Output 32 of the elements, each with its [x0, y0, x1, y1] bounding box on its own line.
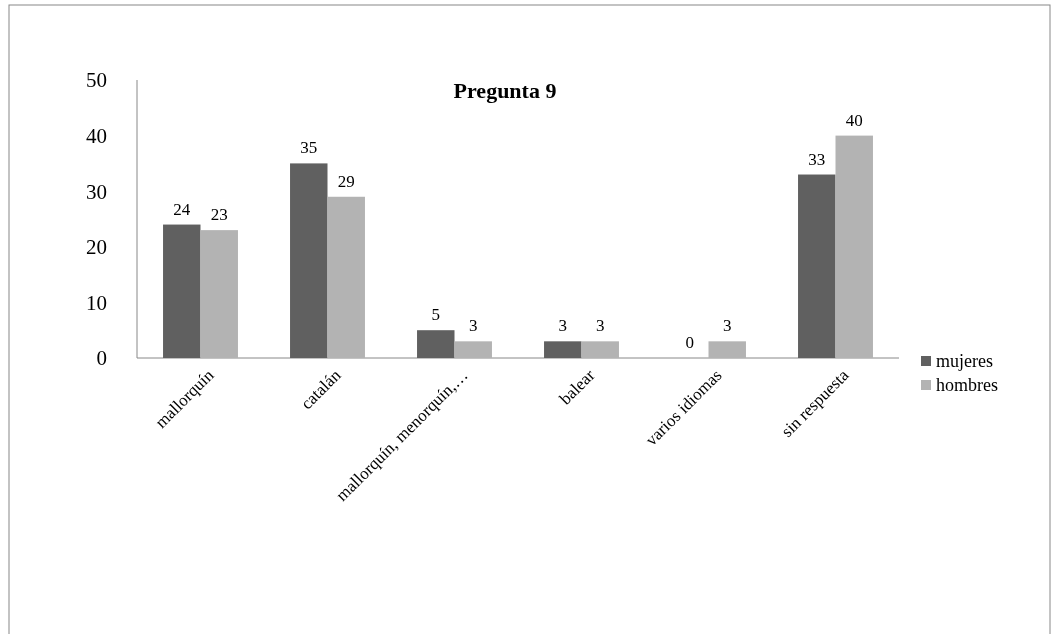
y-tick-label: 50	[86, 68, 107, 93]
bar	[200, 230, 238, 358]
data-label: 3	[595, 316, 605, 336]
data-label: 5	[431, 305, 441, 325]
bar	[798, 174, 836, 358]
bar	[290, 163, 328, 358]
data-label: 3	[468, 316, 478, 336]
y-tick-label: 30	[86, 179, 107, 204]
bar	[327, 196, 365, 358]
data-label: 3	[558, 316, 568, 336]
bar	[835, 135, 873, 358]
chart-title: Pregunta 9	[453, 78, 557, 103]
legend-label: hombres	[936, 375, 998, 396]
y-tick-label: 10	[86, 290, 107, 315]
data-label: 24	[173, 199, 191, 219]
bar	[163, 224, 201, 358]
bar	[454, 341, 492, 358]
bar	[581, 341, 619, 358]
bar	[708, 341, 746, 358]
bar	[417, 330, 455, 358]
data-label: 35	[300, 138, 318, 158]
y-tick-label: 20	[86, 235, 107, 260]
data-label: 3	[722, 316, 732, 336]
legend-label: mujeres	[936, 351, 993, 372]
data-label: 40	[845, 110, 863, 130]
y-tick-label: 0	[96, 346, 107, 371]
y-tick-label: 40	[86, 123, 107, 148]
data-label: 0	[685, 333, 695, 352]
data-label: 23	[210, 205, 228, 225]
data-label: 29	[337, 171, 355, 191]
bar	[544, 341, 582, 358]
data-label: 33	[808, 149, 826, 169]
